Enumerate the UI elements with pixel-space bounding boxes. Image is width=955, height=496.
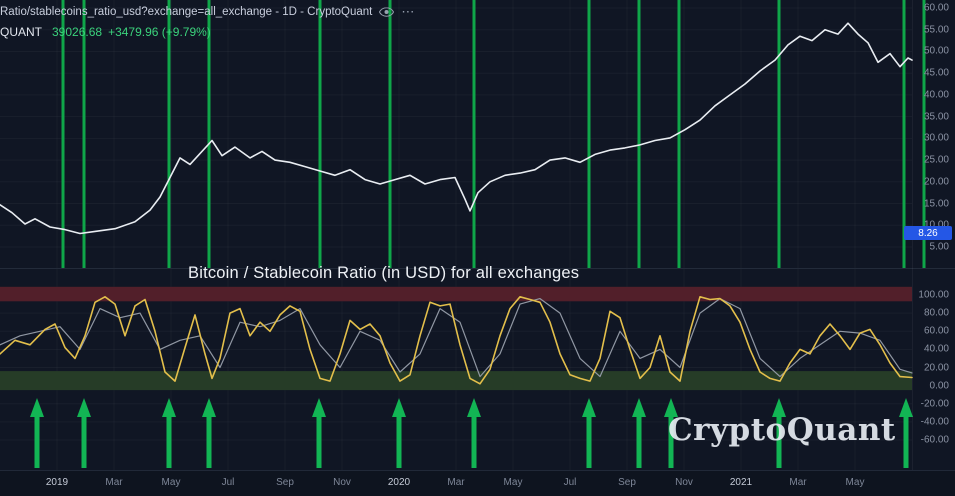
price-axis-label: 5.00 [929, 241, 949, 253]
time-axis-month-label: May [845, 477, 865, 488]
price-axis-label: 80.00 [923, 307, 949, 319]
legend-price: 39026.68 [52, 25, 103, 39]
price-axis-label: 60.00 [923, 2, 949, 14]
time-axis-month-label: Jul [221, 477, 235, 488]
time-axis-month-label: May [503, 477, 523, 488]
price-axis-label: 100.00 [918, 289, 949, 301]
buy-signal-arrow-icon [772, 398, 786, 468]
zone-oversold [0, 371, 912, 391]
price-axis-label: 45.00 [923, 67, 949, 79]
time-axis-month-label: Nov [333, 477, 351, 488]
time-axis-month-label: Mar [447, 477, 465, 488]
buy-signal-arrow-icon [77, 398, 91, 468]
buy-signal-arrow-icon [162, 398, 176, 468]
pane-divider[interactable] [0, 268, 955, 269]
watermark: CryptoQuant [668, 412, 896, 448]
price-axis-label: 60.00 [923, 325, 949, 337]
buy-signal-arrow-icon [392, 398, 406, 468]
price-axis-label: -60.00 [920, 434, 949, 446]
more-options-icon[interactable]: ⋯ [401, 4, 416, 19]
time-axis-month-label: Mar [789, 477, 807, 488]
price-axis-label: 30.00 [923, 132, 949, 144]
buy-signal-arrow-icon [664, 398, 678, 468]
chart-title: Ratio/stablecoins_ratio_usd?exchange=all… [0, 6, 373, 18]
ratio-line-yellow [0, 295, 913, 385]
buy-signal-arrow-icon [312, 398, 326, 468]
eye-icon[interactable] [379, 7, 395, 17]
price-axis-label: 55.00 [923, 24, 949, 36]
time-axis-month-label: Sep [276, 477, 294, 488]
time-axis-month-label: Mar [105, 477, 123, 488]
zone-overbought [0, 286, 912, 302]
buy-signal-arrow-icon [582, 398, 596, 468]
price-axis[interactable]: 60.00 55.00 50.00 45.00 40.00 35.00 30.00 25.00… [895, 0, 955, 470]
buy-signal-arrow-icon [467, 398, 481, 468]
price-axis-label: 40.00 [923, 89, 949, 101]
price-axis-label: 25.00 [923, 154, 949, 166]
buy-signal-arrow-icon [30, 398, 44, 468]
price-axis-label: 15.00 [923, 198, 949, 210]
price-axis-label: 40.00 [923, 343, 949, 355]
buy-signal-arrow-icon [899, 398, 913, 468]
time-axis-month-label: May [161, 477, 181, 488]
price-axis-label: -20.00 [920, 398, 949, 410]
price-axis-label: 35.00 [923, 111, 949, 123]
buy-signal-arrow-icon [202, 398, 216, 468]
time-axis-month-label: Jul [563, 477, 577, 488]
price-axis-label: -40.00 [920, 416, 949, 428]
time-axis-month-label: Nov [675, 477, 693, 488]
ratio-line-gray [0, 298, 913, 378]
price-badge: 8.26 [904, 226, 952, 240]
legend-change: +3479.96 (+9.79%) [108, 25, 211, 39]
price-line [0, 22, 913, 235]
time-axis-year-label: 2019 [45, 477, 69, 488]
time-axis-year-label: 2021 [729, 477, 753, 488]
price-axis-label: 10.00 [924, 220, 949, 231]
pane-subtitle: Bitcoin / Stablecoin Ratio (in USD) for … [188, 264, 580, 282]
price-axis-label: 50.00 [923, 45, 949, 57]
chart-legend: Ratio/stablecoins_ratio_usd?exchange=all… [0, 4, 415, 39]
buy-signal-arrow-icon [632, 398, 646, 468]
price-axis-label: 20.00 [923, 362, 949, 373]
legend-source: QUANT [0, 25, 42, 39]
price-axis-label: 0.00 [929, 380, 949, 392]
time-axis-month-label: Sep [618, 477, 636, 488]
price-axis-label: 20.00 [923, 176, 949, 188]
time-axis-year-label: 2020 [387, 477, 411, 488]
time-axis[interactable]: 2019 Mar May Jul Sep Nov 2020 Mar May Jul Sep Nov 20… [0, 470, 955, 496]
